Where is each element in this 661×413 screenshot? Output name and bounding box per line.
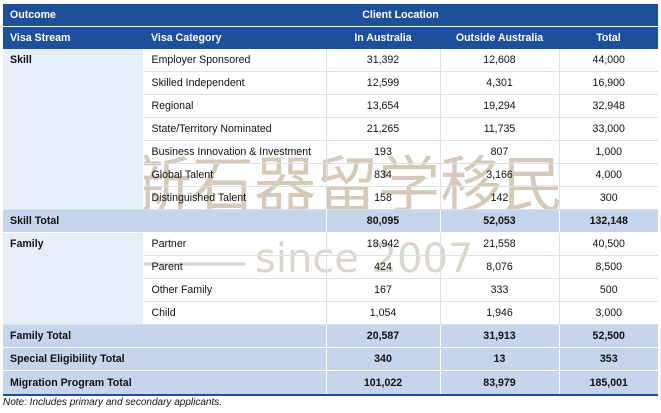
total-header: Total [559,26,659,49]
program-total-in: 101,022 [325,370,440,396]
in-australia-cell: 31,392 [325,49,440,72]
outside-australia-cell: 3,166 [439,163,559,187]
special-total-label: Special Eligibility Total [3,347,326,371]
table-row: Parent 424 8,076 8,500 [3,255,659,279]
table-row: Regional 13,654 19,294 32,948 [3,94,659,118]
total-cell: 300 [558,186,659,210]
family-total-in: 20,587 [325,324,440,348]
skill-total-out: 52,053 [439,209,559,233]
in-australia-cell: 834 [325,163,440,187]
special-eligibility-total-row: Special Eligibility Total 340 13 353 [3,347,659,371]
skill-total-label: Skill Total [3,209,326,233]
category-cell: Other Family [142,278,326,302]
program-total-total: 185,001 [558,370,659,396]
category-cell: Global Talent [142,163,326,187]
outside-australia-header: Outside Australia [440,26,559,49]
in-australia-cell: 12,599 [325,71,440,95]
family-total-out: 31,913 [439,324,559,348]
table-row: Child 1,054 1,946 3,000 [3,301,659,325]
table-row: Other Family 167 333 500 [3,278,659,302]
category-cell: Partner [142,232,326,256]
in-australia-cell: 167 [325,278,440,302]
program-total-out: 83,979 [439,370,559,396]
table-row: Skilled Independent 12,599 4,301 16,900 [3,71,659,95]
category-cell: Distinguished Talent [142,186,326,210]
stream-family: Family [3,232,144,325]
program-total-label: Migration Program Total [3,370,326,396]
in-australia-cell: 158 [325,186,440,210]
visa-stream-header: Visa Stream [3,26,143,49]
outside-australia-cell: 4,301 [439,71,559,95]
outside-australia-cell: 8,076 [439,255,559,279]
family-total-total: 52,500 [558,324,659,348]
in-australia-cell: 193 [325,140,440,164]
in-australia-cell: 13,654 [325,94,440,118]
header-row-columns: Visa Stream Visa Category In Australia O… [3,26,659,49]
family-total-label: Family Total [3,324,326,348]
visa-category-header: Visa Category [143,26,326,49]
total-cell: 500 [558,278,659,302]
special-total-out: 13 [439,347,559,371]
category-cell: Skilled Independent [142,71,326,95]
total-cell: 1,000 [558,140,659,164]
table-row: State/Territory Nominated 21,265 11,735 … [3,117,659,141]
outside-australia-cell: 12,608 [439,49,559,72]
total-cell: 33,000 [558,117,659,141]
outside-australia-cell: 1,946 [439,301,559,325]
category-cell: Parent [142,255,326,279]
special-total-total: 353 [558,347,659,371]
outside-australia-cell: 333 [439,278,559,302]
outside-australia-cell: 21,558 [439,232,559,256]
table-row: Business Innovation & Investment 193 807… [3,140,659,164]
in-australia-header: In Australia [326,26,440,49]
migration-program-total-row: Migration Program Total 101,022 83,979 1… [3,370,659,396]
table-row: Global Talent 834 3,166 4,000 [3,163,659,187]
client-location-header: Client Location [143,4,659,27]
outside-australia-cell: 19,294 [439,94,559,118]
total-cell: 4,000 [558,163,659,187]
total-cell: 44,000 [558,49,659,72]
table-row: Family Partner 18,942 21,558 40,500 [3,232,659,325]
total-cell: 16,900 [558,71,659,95]
total-cell: 8,500 [558,255,659,279]
outside-australia-cell: 142 [439,186,559,210]
category-cell: State/Territory Nominated [142,117,326,141]
outside-australia-cell: 807 [439,140,559,164]
family-total-row: Family Total 20,587 31,913 52,500 [3,324,659,348]
special-total-in: 340 [325,347,440,371]
header-row-top: Outcome Client Location [3,4,659,27]
skill-total-in: 80,095 [325,209,440,233]
category-cell: Regional [142,94,326,118]
category-cell: Business Innovation & Investment [142,140,326,164]
stream-skill: Skill [3,49,144,210]
table-note: Note: Includes primary and secondary app… [3,397,223,408]
in-australia-cell: 21,265 [325,117,440,141]
outside-australia-cell: 11,735 [439,117,559,141]
in-australia-cell: 1,054 [325,301,440,325]
category-cell: Child [142,301,326,325]
category-cell: Employer Sponsored [142,49,326,72]
table-row: Skill Employer Sponsored 31,392 12,608 4… [3,49,659,210]
skill-total-total: 132,148 [558,209,659,233]
skill-total-row: Skill Total 80,095 52,053 132,148 [3,209,659,233]
table-row: Distinguished Talent 158 142 300 [3,186,659,210]
total-cell: 40,500 [558,232,659,256]
outcome-header: Outcome [3,4,143,27]
total-cell: 3,000 [558,301,659,325]
migration-table: Outcome Client Location Visa Stream Visa… [3,4,659,396]
total-cell: 32,948 [558,94,659,118]
in-australia-cell: 424 [325,255,440,279]
in-australia-cell: 18,942 [325,232,440,256]
